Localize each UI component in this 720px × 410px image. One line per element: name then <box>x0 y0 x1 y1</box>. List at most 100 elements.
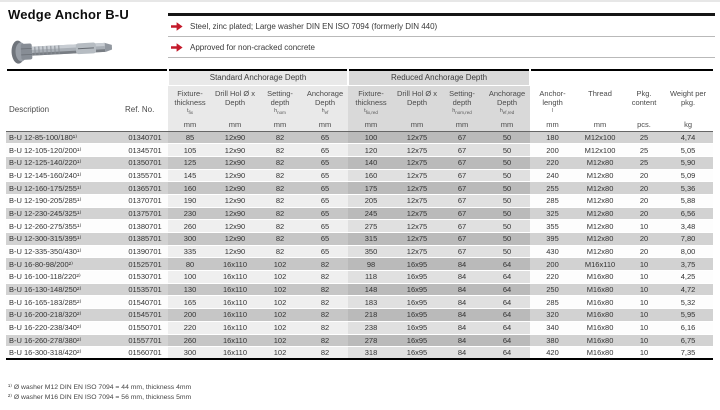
cell-std_anchorage: 65 <box>302 207 349 221</box>
feature-list: Steel, zinc plated; Large washer DIN EN … <box>168 13 715 58</box>
group-row: Standard Anchorage Depth Reduced Anchorag… <box>5 70 714 86</box>
cell-length: 240 <box>530 169 576 183</box>
cell-red_drill: 12x75 <box>394 194 441 208</box>
cell-ref_no: 01370701 <box>122 194 168 208</box>
cell-ref_no: 01525701 <box>122 257 168 272</box>
cell-weight: 5,88 <box>663 194 714 208</box>
cell-ref_no: 01340701 <box>122 131 168 145</box>
cell-pkg: 10 <box>625 283 664 297</box>
cell-std_fixture: 220 <box>168 321 212 335</box>
cell-ref_no: 01557701 <box>122 334 168 348</box>
column-header-std_anchorage: Anchorage Depth hef mm <box>302 85 349 131</box>
cell-weight: 5,32 <box>663 295 714 310</box>
column-header-red_drill: Drill Hol Ø x Depth mm <box>394 85 441 131</box>
cell-std_setting: 82 <box>258 181 302 195</box>
cell-weight: 4,72 <box>663 283 714 297</box>
cell-std_anchorage: 82 <box>302 270 349 284</box>
cell-std_anchorage: 82 <box>302 334 349 348</box>
cell-red_fixture: 205 <box>348 194 395 208</box>
red-arrow-icon <box>171 21 183 31</box>
footnotes: ¹⁾ Ø washer M12 DIN EN ISO 7094 = 44 mm,… <box>8 383 191 403</box>
cell-std_setting: 102 <box>258 257 302 272</box>
cell-std_anchorage: 65 <box>302 232 349 246</box>
cell-std_fixture: 230 <box>168 207 212 221</box>
cell-description: B-U 12-300-315/395¹⁾ <box>6 232 122 246</box>
cell-length: 285 <box>530 295 576 310</box>
cell-std_fixture: 190 <box>168 194 212 208</box>
cell-red_setting: 84 <box>440 334 485 348</box>
cell-std_fixture: 125 <box>168 156 212 170</box>
cell-red_setting: 67 <box>440 169 485 183</box>
column-group-spacer <box>5 70 168 86</box>
cell-red_setting: 84 <box>440 270 485 284</box>
column-header-thread: Thread mm <box>588 88 612 129</box>
cell-description: B-U 16-220-238/340²⁾ <box>6 321 122 335</box>
cell-std_fixture: 80 <box>168 257 212 272</box>
column-group-header-reduced: Reduced Anchorage Depth <box>347 70 531 86</box>
table-body: B-U 12-85-100/180¹⁾ 01340701 85 12x90 82 65 10… <box>6 131 714 360</box>
cell-std_setting: 102 <box>258 334 302 348</box>
cell-red_drill: 12x75 <box>394 232 441 246</box>
cell-length: 395 <box>530 232 576 246</box>
column-header-weight: Weight per pkg. kg <box>669 88 707 129</box>
cell-pkg: 10 <box>625 321 664 335</box>
cell-std_anchorage: 65 <box>302 156 349 170</box>
cell-weight: 6,75 <box>663 334 714 348</box>
cell-red_drill: 16x95 <box>394 283 441 297</box>
cell-description: B-U 12-85-100/180¹⁾ <box>6 131 122 145</box>
red-arrow-icon <box>171 42 183 52</box>
cell-weight: 4,74 <box>663 131 714 145</box>
cell-pkg: 20 <box>625 207 664 221</box>
cell-std_fixture: 100 <box>168 270 212 284</box>
cell-ref_no: 01355701 <box>122 169 168 183</box>
cell-ref_no: 01375701 <box>122 207 168 221</box>
cell-length: 420 <box>530 346 576 360</box>
cell-red_setting: 67 <box>440 219 485 233</box>
cell-std_anchorage: 65 <box>302 169 349 183</box>
cell-pkg: 25 <box>625 131 664 145</box>
cell-length: 325 <box>530 207 576 221</box>
column-header-red_setting: Setting-depth hnom,red mm <box>440 85 485 131</box>
cell-length: 180 <box>530 131 576 145</box>
cell-red_fixture: 278 <box>348 334 395 348</box>
cell-length: 220 <box>530 156 576 170</box>
cell-red_anchorage: 50 <box>484 156 531 170</box>
page-title: Wedge Anchor B-U <box>8 7 129 22</box>
cell-ref_no: 01390701 <box>122 245 168 259</box>
cell-ref_no: 01365701 <box>122 181 168 195</box>
cell-thread: M16x110 <box>575 257 626 272</box>
cell-std_drill: 12x90 <box>212 143 258 157</box>
cell-red_anchorage: 64 <box>484 334 531 348</box>
table-row: B-U 12-190-205/285¹⁾ 01370701 190 12x90 82 65… <box>6 194 714 208</box>
cell-std_setting: 82 <box>258 194 302 208</box>
cell-thread: M12x80 <box>575 245 626 259</box>
cell-red_anchorage: 64 <box>484 346 531 360</box>
cell-std_setting: 102 <box>258 295 302 310</box>
cell-red_fixture: 118 <box>348 270 395 284</box>
column-header-red_fixture: Fixture-thickness tfix,red mm <box>348 85 395 131</box>
cell-red_drill: 12x75 <box>394 219 441 233</box>
cell-description: B-U 16-100-118/220²⁾ <box>6 270 122 284</box>
cell-red_anchorage: 64 <box>484 295 531 310</box>
cell-std_fixture: 200 <box>168 308 212 322</box>
cell-std_drill: 16x110 <box>212 308 258 322</box>
cell-std_fixture: 145 <box>168 169 212 183</box>
cell-red_setting: 67 <box>440 232 485 246</box>
cell-std_setting: 102 <box>258 321 302 335</box>
table-row: B-U 16-100-118/220²⁾ 01530701 100 16x110 102… <box>6 270 714 284</box>
cell-red_drill: 12x75 <box>394 143 441 157</box>
cell-std_drill: 12x90 <box>212 169 258 183</box>
feature-item: Steel, zinc plated; Large washer DIN EN … <box>168 16 715 37</box>
cell-std_anchorage: 82 <box>302 321 349 335</box>
cell-red_drill: 12x75 <box>394 169 441 183</box>
cell-pkg: 10 <box>625 308 664 322</box>
cell-red_drill: 12x75 <box>394 131 441 145</box>
cell-length: 285 <box>530 194 576 208</box>
cell-red_fixture: 175 <box>348 181 395 195</box>
cell-red_fixture: 160 <box>348 169 395 183</box>
cell-thread: M16x80 <box>575 346 626 360</box>
cell-description: B-U 12-335-350/430¹⁾ <box>6 245 122 259</box>
table-row: B-U 16-130-148/250²⁾ 01535701 130 16x110 102… <box>6 283 714 297</box>
cell-thread: M16x80 <box>575 295 626 310</box>
wedge-anchor-product-image <box>11 40 113 64</box>
